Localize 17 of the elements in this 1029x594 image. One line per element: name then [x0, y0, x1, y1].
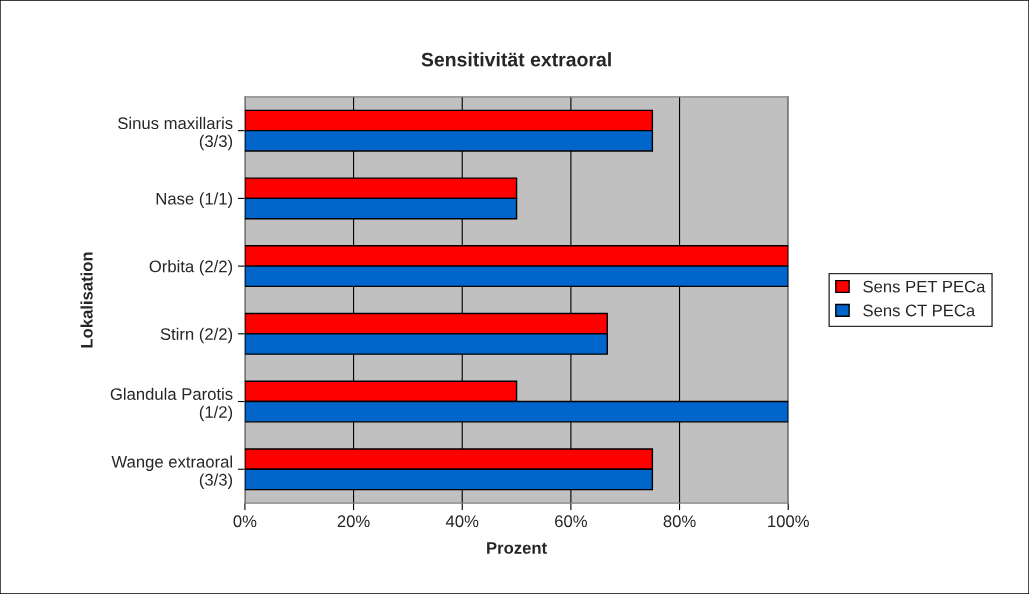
x-tick-label: 80%: [663, 515, 696, 528]
y-axis-title: Lokalisation: [80, 252, 93, 348]
x-tick-label: 0%: [233, 515, 257, 528]
y-tick-label: Sinus maxillaris (3/3): [118, 116, 233, 151]
y-tick-label: Glandula Parotis (1/2): [110, 387, 233, 422]
y-tick-label: Wange extraoral (3/3): [111, 455, 233, 489]
x-tick-label: 40%: [445, 515, 479, 528]
y-tick-label: Stirn (2/2): [160, 327, 233, 344]
y-tick-label: Nase (1/1): [156, 192, 233, 208]
x-tick-label: 20%: [337, 515, 370, 528]
x-tick-label: 60%: [555, 515, 587, 528]
x-axis-title: Prozent: [487, 542, 547, 554]
x-tick-label: 100%: [768, 515, 809, 528]
y-tick-label: Orbita (2/2): [149, 260, 233, 276]
legend-label: Sens PET PECa: [863, 280, 986, 293]
chart-title: Sensitivität extraoral: [421, 52, 611, 67]
legend-label: Sens CT PECa: [863, 304, 976, 317]
